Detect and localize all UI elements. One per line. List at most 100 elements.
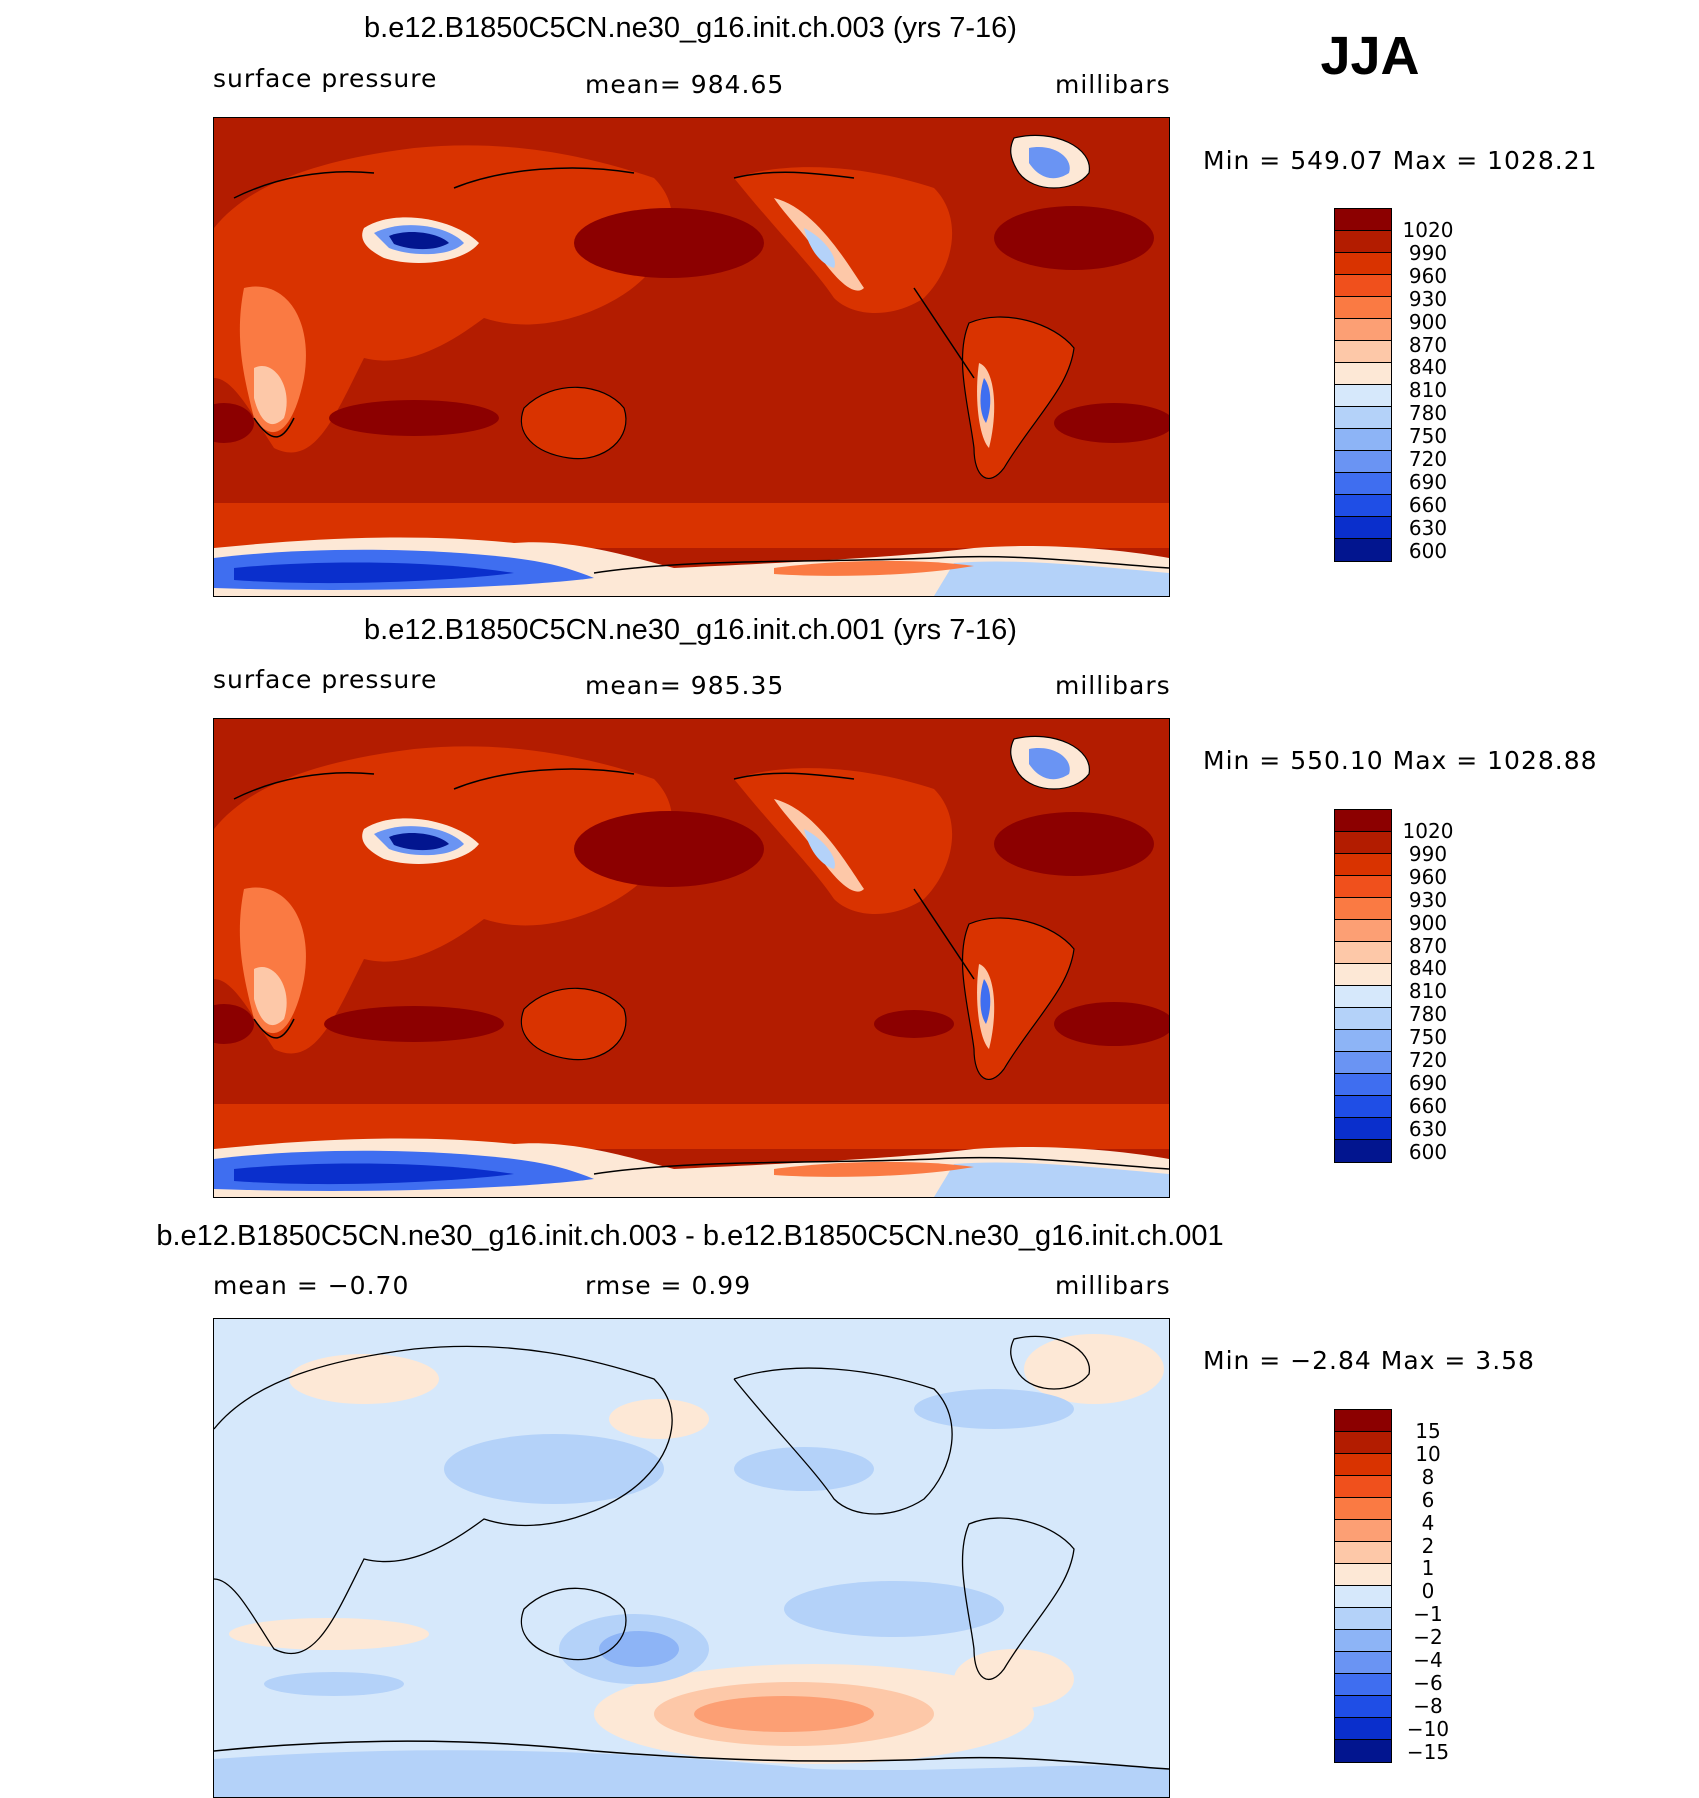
colorbar-level-label: 990 [1408, 841, 1448, 866]
colorbar-swatch [1335, 407, 1391, 429]
colorbar-level-label: 870 [1408, 933, 1448, 958]
colorbar-level-label: 870 [1408, 332, 1448, 357]
colorbar-level-label: 750 [1408, 424, 1448, 449]
colorbar-swatch [1335, 341, 1391, 363]
colorbar-level-label: 600 [1408, 1139, 1448, 1164]
colorbar-level-label: 630 [1408, 1116, 1448, 1141]
panel-2-colorbar-labels: 1020 990 960 930 900 870 840 810 780 750 720 690 660… [1398, 809, 1488, 1189]
colorbar-level-label: 8 [1421, 1464, 1435, 1489]
colorbar-swatch [1335, 1696, 1391, 1718]
panel-3-map-svg [214, 1319, 1169, 1797]
panel-2-map-svg [214, 719, 1169, 1197]
colorbar-level-label: 840 [1408, 355, 1448, 380]
panel-1-variable-label: surface pressure [213, 64, 438, 93]
colorbar-level-label: 1020 [1402, 218, 1454, 242]
colorbar-swatch [1335, 1718, 1391, 1740]
colorbar-swatch [1335, 876, 1391, 898]
colorbar-level-label: 900 [1408, 910, 1448, 935]
panel-1-map-svg [214, 118, 1169, 596]
colorbar-level-label: 840 [1408, 956, 1448, 981]
panel-3-map [213, 1318, 1170, 1798]
colorbar-swatch [1335, 920, 1391, 942]
panel-3-units-label: millibars [1055, 1271, 1171, 1300]
colorbar-level-label: −8 [1413, 1693, 1443, 1718]
panel-3-minmax: Min = −2.84 Max = 3.58 [1203, 1346, 1535, 1375]
colorbar-swatch [1335, 1674, 1391, 1696]
colorbar-swatch [1335, 1074, 1391, 1096]
season-label: JJA [1320, 26, 1420, 86]
colorbar-level-label: −1 [1413, 1602, 1443, 1627]
colorbar-level-label: 1 [1421, 1556, 1435, 1581]
panel-1-units-label: millibars [1055, 70, 1171, 99]
colorbar-swatch [1335, 451, 1391, 473]
colorbar-swatch [1335, 1586, 1391, 1608]
colorbar-swatch [1335, 253, 1391, 275]
colorbar-level-label: 930 [1408, 887, 1448, 912]
colorbar-swatch [1335, 1608, 1391, 1630]
colorbar-level-label: 960 [1408, 263, 1448, 288]
colorbar-swatch [1335, 942, 1391, 964]
panel-1-title: b.e12.B1850C5CN.ne30_g16.init.ch.003 (yr… [364, 12, 1017, 44]
colorbar-level-label: 660 [1408, 1093, 1448, 1118]
panel-2-minmax: Min = 550.10 Max = 1028.88 [1203, 746, 1598, 775]
colorbar-level-label: 780 [1408, 401, 1448, 426]
colorbar-level-label: −2 [1413, 1625, 1443, 1650]
colorbar-level-label: 960 [1408, 864, 1448, 889]
colorbar-level-label: 1020 [1402, 819, 1454, 843]
colorbar-swatch [1335, 385, 1391, 407]
colorbar-level-label: −15 [1406, 1739, 1450, 1764]
colorbar-level-label: 990 [1408, 240, 1448, 265]
colorbar-level-label: 810 [1408, 378, 1448, 403]
colorbar-level-label: 930 [1408, 286, 1448, 311]
colorbar-swatch [1335, 1008, 1391, 1030]
colorbar-swatch [1335, 832, 1391, 854]
colorbar-swatch [1335, 495, 1391, 517]
colorbar-swatch [1335, 1630, 1391, 1652]
colorbar-swatch [1335, 1520, 1391, 1542]
colorbar-swatch [1335, 1476, 1391, 1498]
colorbar-level-label: 6 [1421, 1487, 1435, 1512]
panel-3-rmse-label: rmse = 0.99 [585, 1271, 752, 1300]
panel-3-colorbar [1334, 1409, 1392, 1763]
colorbar-swatch [1335, 1118, 1391, 1140]
colorbar-level-label: 4 [1421, 1510, 1435, 1535]
colorbar-level-label: 720 [1408, 1048, 1448, 1072]
colorbar-level-label: −4 [1413, 1648, 1443, 1672]
panel-2-mean-label: mean= 985.35 [585, 671, 785, 700]
colorbar-swatch [1335, 898, 1391, 920]
colorbar-swatch [1335, 1740, 1391, 1762]
panel-1-minmax: Min = 549.07 Max = 1028.21 [1203, 146, 1598, 175]
panel-2-variable-label: surface pressure [213, 665, 438, 694]
colorbar-swatch [1335, 1052, 1391, 1074]
colorbar-swatch [1335, 1410, 1391, 1432]
colorbar-level-label: 600 [1408, 538, 1448, 563]
colorbar-swatch [1335, 1096, 1391, 1118]
colorbar-swatch [1335, 1030, 1391, 1052]
colorbar-swatch [1335, 231, 1391, 253]
panel-2-map [213, 718, 1170, 1198]
panel-2-units-label: millibars [1055, 671, 1171, 700]
panel-1-colorbar-labels: 1020 990 960 930 900 870 840 810 780 750 720 690 660… [1398, 208, 1488, 588]
colorbar-level-label: 2 [1421, 1533, 1435, 1558]
colorbar-swatch [1335, 319, 1391, 341]
colorbar-swatch [1335, 1140, 1391, 1162]
colorbar-level-label: −10 [1406, 1716, 1450, 1741]
colorbar-swatch [1335, 1498, 1391, 1520]
colorbar-level-label: 10 [1415, 1441, 1441, 1466]
colorbar-level-label: 660 [1408, 492, 1448, 517]
colorbar-level-label: 690 [1408, 1070, 1448, 1095]
colorbar-swatch [1335, 1454, 1391, 1476]
colorbar-level-label: 0 [1421, 1579, 1435, 1604]
colorbar-swatch [1335, 964, 1391, 986]
colorbar-swatch [1335, 854, 1391, 876]
colorbar-swatch [1335, 1652, 1391, 1674]
colorbar-level-label: 780 [1408, 1002, 1448, 1027]
colorbar-level-label: 630 [1408, 515, 1448, 540]
colorbar-swatch [1335, 473, 1391, 495]
colorbar-swatch [1335, 517, 1391, 539]
colorbar-swatch [1335, 363, 1391, 385]
colorbar-swatch [1335, 429, 1391, 451]
colorbar-level-label: 720 [1408, 447, 1448, 471]
colorbar-level-label: 810 [1408, 979, 1448, 1004]
panel-2-colorbar [1334, 809, 1392, 1163]
